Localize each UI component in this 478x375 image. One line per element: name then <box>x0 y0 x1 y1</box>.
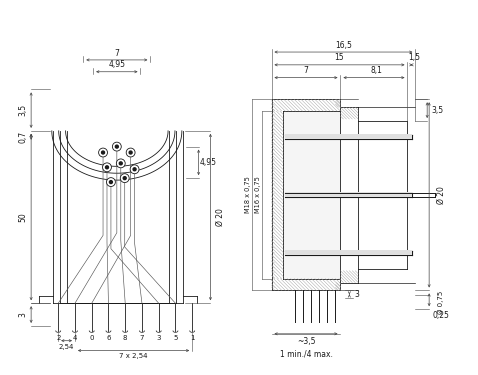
Circle shape <box>120 162 122 165</box>
Text: 0,25: 0,25 <box>433 310 449 320</box>
Circle shape <box>107 178 115 186</box>
Circle shape <box>116 159 125 168</box>
Text: 4,95: 4,95 <box>200 158 217 167</box>
Circle shape <box>123 177 126 180</box>
Text: M16 x 0,75: M16 x 0,75 <box>255 177 261 213</box>
Circle shape <box>126 148 135 157</box>
Text: 16,5: 16,5 <box>335 40 352 50</box>
Circle shape <box>129 151 132 154</box>
Text: 7: 7 <box>140 335 144 341</box>
Text: 7 x 2,54: 7 x 2,54 <box>120 354 148 360</box>
Circle shape <box>130 165 139 174</box>
Text: 7: 7 <box>304 66 308 75</box>
Text: Ø 0,75: Ø 0,75 <box>438 291 444 314</box>
Text: 1,5: 1,5 <box>408 54 420 63</box>
Text: Ø 20: Ø 20 <box>216 208 225 226</box>
Bar <box>285 250 413 255</box>
Circle shape <box>112 142 121 151</box>
Text: M18 x 0,75: M18 x 0,75 <box>245 177 251 213</box>
Text: 50: 50 <box>19 212 28 222</box>
Text: 3: 3 <box>355 290 359 299</box>
Bar <box>283 111 340 279</box>
Text: 4: 4 <box>73 335 77 341</box>
Text: 0,7: 0,7 <box>19 131 28 143</box>
Bar <box>285 192 413 197</box>
Circle shape <box>106 166 109 169</box>
Text: 3,5: 3,5 <box>19 104 28 116</box>
Text: 2,54: 2,54 <box>59 344 74 350</box>
Text: 8: 8 <box>123 335 128 341</box>
Text: 3,5: 3,5 <box>431 106 443 115</box>
Text: 7: 7 <box>114 48 120 57</box>
Circle shape <box>103 163 111 172</box>
Text: 5: 5 <box>173 335 178 341</box>
Text: 1: 1 <box>190 335 195 341</box>
Circle shape <box>120 174 129 183</box>
Bar <box>285 134 413 139</box>
Text: 1 min./4 max.: 1 min./4 max. <box>280 349 332 358</box>
Text: 8,1: 8,1 <box>371 66 383 75</box>
Text: 15: 15 <box>335 54 344 63</box>
Text: 4,95: 4,95 <box>109 60 125 69</box>
Circle shape <box>98 148 108 157</box>
Text: 3: 3 <box>19 312 28 317</box>
Circle shape <box>115 145 119 148</box>
Circle shape <box>133 168 136 171</box>
Circle shape <box>109 181 112 183</box>
Text: 3: 3 <box>156 335 161 341</box>
Text: 2: 2 <box>56 335 60 341</box>
Text: ~3,5: ~3,5 <box>297 337 315 346</box>
Text: Ø 20: Ø 20 <box>436 186 445 204</box>
Circle shape <box>101 151 105 154</box>
Text: 6: 6 <box>106 335 111 341</box>
Text: 0: 0 <box>89 335 94 341</box>
